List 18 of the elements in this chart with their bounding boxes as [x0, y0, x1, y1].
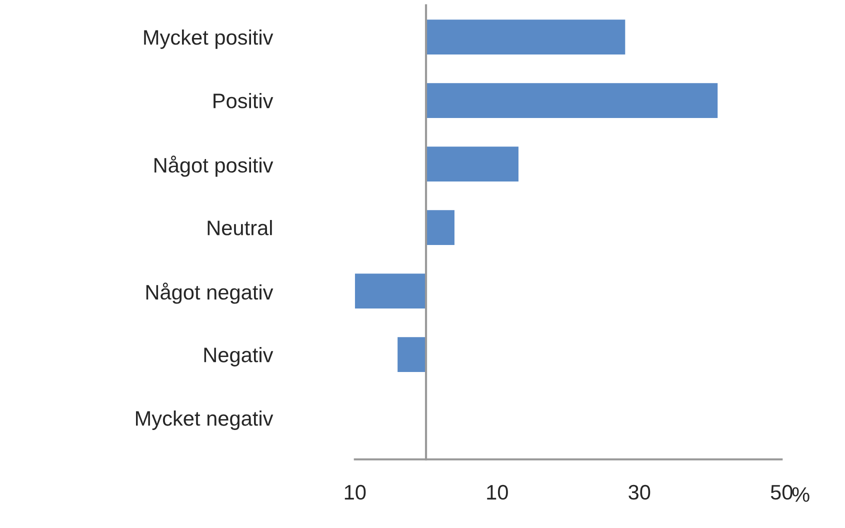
- x-tick-label: 50: [770, 484, 792, 500]
- y-tick-label: Mycket positiv: [144, 29, 274, 49]
- y-tick-label: Positiv: [214, 92, 274, 108]
- bar: [426, 83, 718, 118]
- y-tick-label: Något negativ: [146, 282, 274, 304]
- x-tick-label: 30: [628, 484, 650, 500]
- y-tick-label: Något positiv: [154, 156, 274, 177]
- bar: [354, 274, 426, 309]
- y-tick-label: Mycket negativ: [136, 410, 274, 430]
- bar: [398, 337, 426, 372]
- bar: [426, 146, 518, 182]
- x-tick-label: 10: [487, 484, 508, 500]
- bar: [426, 20, 626, 54]
- bar: [426, 210, 454, 246]
- x-axis-title: %: [792, 487, 810, 502]
- x-tick-label: 10: [344, 484, 366, 500]
- y-tick-label: Negativ: [204, 347, 274, 366]
- y-tick-label: Neutral: [208, 220, 272, 236]
